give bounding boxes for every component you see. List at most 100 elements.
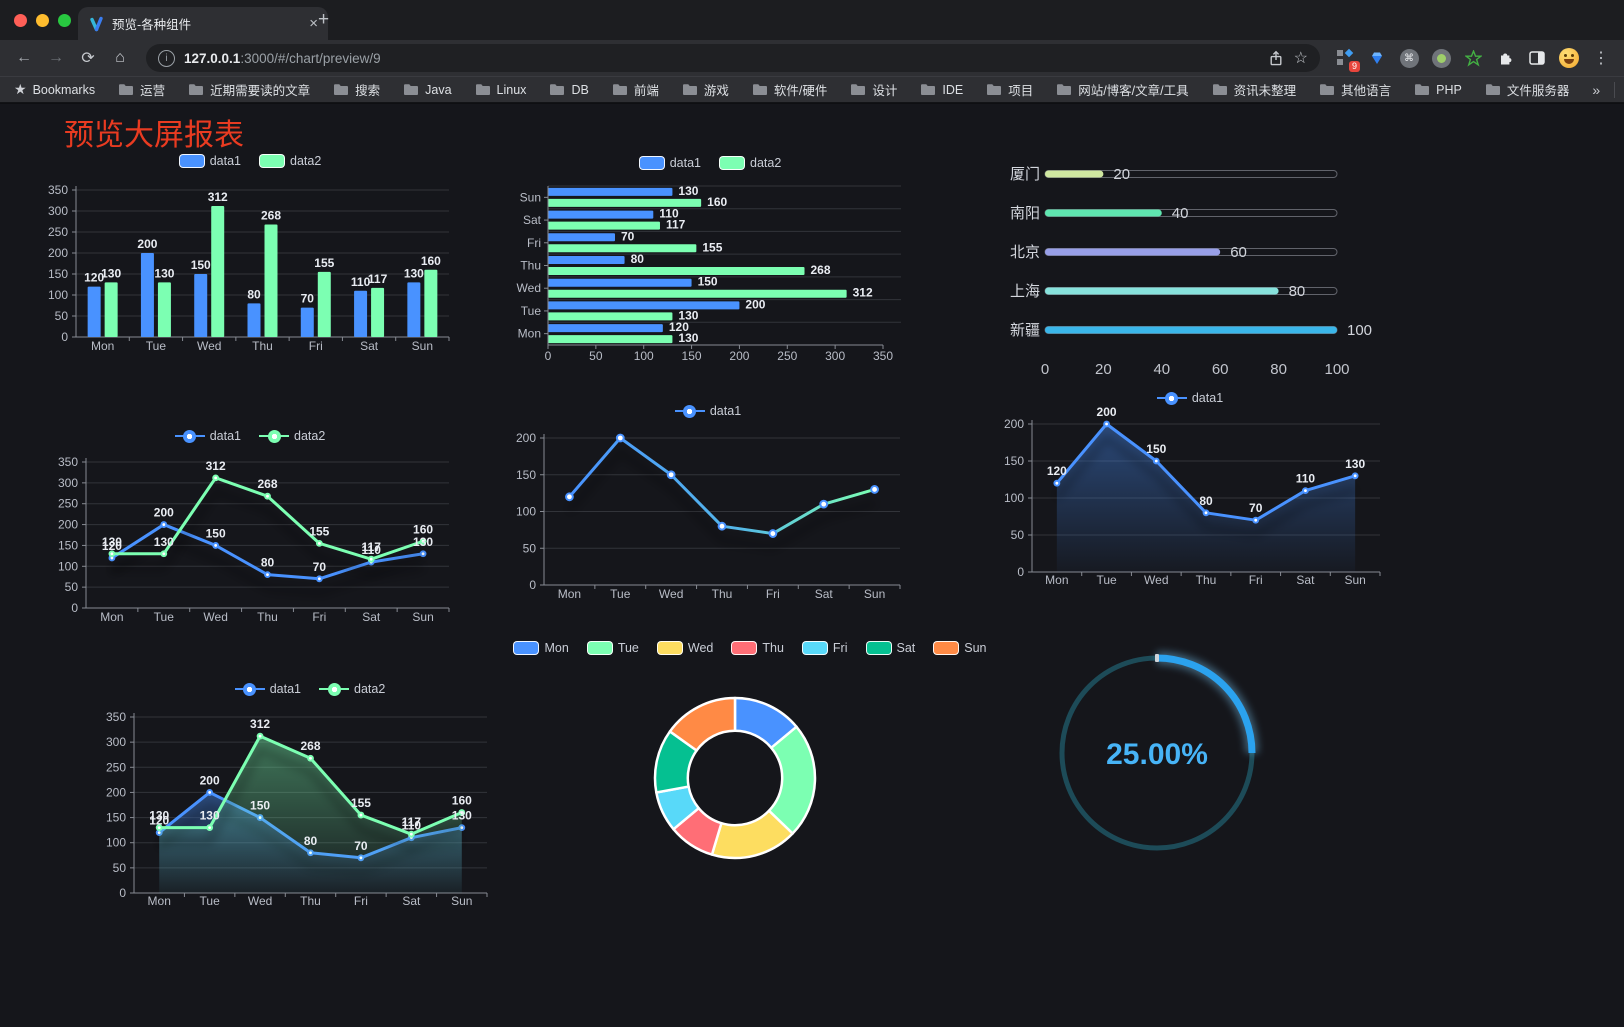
new-tab-button[interactable]: + xyxy=(318,9,330,30)
legend-item[interactable]: data2 xyxy=(719,156,781,170)
svg-text:厦门: 厦门 xyxy=(1010,166,1040,183)
legend-item[interactable]: data1 xyxy=(1156,391,1223,405)
legend-swatch xyxy=(731,641,758,655)
legend-item[interactable]: Sun xyxy=(933,641,987,655)
svg-text:Fri: Fri xyxy=(1249,573,1263,587)
folder-icon xyxy=(920,83,936,96)
bookmark-item[interactable]: 文件服务器 xyxy=(1485,80,1569,99)
svg-text:Thu: Thu xyxy=(252,339,273,353)
bookmark-item[interactable]: Java xyxy=(403,83,452,97)
svg-text:上海: 上海 xyxy=(1010,283,1040,300)
svg-text:250: 250 xyxy=(48,225,68,239)
svg-text:250: 250 xyxy=(58,497,78,511)
svg-text:155: 155 xyxy=(314,256,334,270)
bookmark-item[interactable]: 项目 xyxy=(986,80,1033,99)
svg-text:50: 50 xyxy=(55,309,69,323)
bookmark-item[interactable]: 游戏 xyxy=(682,80,729,99)
share-icon[interactable] xyxy=(1268,50,1284,67)
bookmarks-root[interactable]: ★ Bookmarks xyxy=(14,81,96,97)
chart-line-grouped: 0 50 100 150 200 250 300 350 Mon Tue Wed Thu Fri Sat S… xyxy=(40,422,460,640)
url-text[interactable]: 127.0.0.1:3000/#/chart/preview/9 xyxy=(184,50,381,66)
sidebar-toggle-icon[interactable] xyxy=(1524,44,1550,72)
svg-text:117: 117 xyxy=(666,218,686,232)
legend-item[interactable]: data2 xyxy=(259,429,325,443)
forward-icon[interactable]: → xyxy=(48,49,64,66)
legend-item[interactable]: data2 xyxy=(259,154,321,168)
svg-text:70: 70 xyxy=(313,560,327,574)
minimize-window-button[interactable] xyxy=(36,14,49,27)
legend-item[interactable]: data2 xyxy=(319,682,385,696)
svg-text:Wed: Wed xyxy=(197,339,221,353)
legend-line-marker xyxy=(674,404,705,418)
extension-gem-icon[interactable] xyxy=(1364,44,1390,72)
svg-text:0: 0 xyxy=(1041,361,1049,378)
extensions-puzzle-icon[interactable] xyxy=(1492,44,1518,72)
svg-text:100: 100 xyxy=(58,559,78,573)
bookmark-item[interactable]: DB xyxy=(549,83,589,97)
svg-text:70: 70 xyxy=(621,229,635,243)
legend-line-marker xyxy=(259,429,289,443)
bookmark-item[interactable]: Linux xyxy=(475,83,526,97)
bookmark-item[interactable]: 前端 xyxy=(612,80,659,99)
reload-icon[interactable]: ⟳ xyxy=(81,50,95,67)
svg-text:130: 130 xyxy=(404,266,424,280)
bookmark-item[interactable]: IDE xyxy=(920,83,963,97)
chart-legend: data1 data2 xyxy=(40,429,460,443)
maximize-window-button[interactable] xyxy=(58,14,71,27)
legend-swatch xyxy=(513,641,540,655)
svg-text:117: 117 xyxy=(362,540,382,554)
bookmark-item[interactable]: 近期需要读的文章 xyxy=(188,80,310,99)
bookmark-item[interactable]: 运营 xyxy=(118,80,165,99)
legend-item[interactable]: Fri xyxy=(801,641,848,655)
chart-legend: data1 data2 xyxy=(40,154,460,168)
window-controls[interactable] xyxy=(14,14,71,27)
profile-avatar[interactable] xyxy=(1556,44,1582,72)
address-bar[interactable]: i 127.0.0.1:3000/#/chart/preview/9 ☆ xyxy=(146,44,1320,72)
site-info-icon[interactable]: i xyxy=(158,49,175,67)
folder-icon xyxy=(333,83,349,96)
bookmark-item[interactable]: 搜索 xyxy=(333,80,380,99)
legend-item[interactable]: data1 xyxy=(234,682,301,696)
legend-item[interactable]: Thu xyxy=(731,641,784,655)
legend-item[interactable]: Tue xyxy=(586,641,639,655)
svg-text:160: 160 xyxy=(421,254,441,268)
legend-item[interactable]: Mon xyxy=(513,641,569,655)
svg-text:Sat: Sat xyxy=(815,587,834,601)
legend-item[interactable]: Wed xyxy=(656,641,713,655)
tab-close-icon[interactable]: × xyxy=(309,15,318,32)
chart-donut: Mon Tue Wed Thu Fri Sat Sun xyxy=(513,633,987,891)
home-icon[interactable]: ⌂ xyxy=(115,49,125,66)
legend-item[interactable]: data1 xyxy=(174,429,241,443)
folder-icon xyxy=(188,83,204,96)
legend-item[interactable]: Sat xyxy=(865,641,915,655)
svg-text:110: 110 xyxy=(659,207,679,221)
svg-text:268: 268 xyxy=(300,739,320,753)
legend-item[interactable]: data1 xyxy=(638,156,701,170)
extension-record-icon[interactable] xyxy=(1428,44,1454,72)
svg-text:南阳: 南阳 xyxy=(1010,205,1040,222)
legend-item[interactable]: data1 xyxy=(674,404,741,418)
bookmark-item[interactable]: 资讯未整理 xyxy=(1212,80,1296,99)
extension-star-icon[interactable] xyxy=(1460,44,1486,72)
bookmark-item[interactable]: 其他语言 xyxy=(1319,80,1391,99)
browser-toolbar: ← → ⟳ ⌂ i 127.0.0.1:3000/#/chart/preview… xyxy=(0,40,1624,76)
svg-text:117: 117 xyxy=(368,272,388,286)
svg-text:312: 312 xyxy=(250,717,270,731)
bookmark-item[interactable]: 设计 xyxy=(850,80,897,99)
back-icon[interactable]: ← xyxy=(16,49,32,66)
bookmark-star-icon[interactable]: ☆ xyxy=(1293,50,1308,67)
browser-tab[interactable]: 预览-各种组件 × xyxy=(78,7,328,40)
extension-grid-icon[interactable]: 9 xyxy=(1332,44,1360,72)
svg-text:Mon: Mon xyxy=(148,894,171,908)
folder-icon xyxy=(986,83,1002,96)
legend-item[interactable]: data1 xyxy=(178,154,241,168)
close-window-button[interactable] xyxy=(14,14,27,27)
svg-text:150: 150 xyxy=(1004,454,1024,468)
extension-command-icon[interactable]: ⌘ xyxy=(1396,44,1422,72)
bookmarks-overflow-icon[interactable]: » xyxy=(1592,81,1601,98)
browser-menu-icon[interactable]: ⋮ xyxy=(1593,50,1609,67)
bookmark-item[interactable]: 软件/硬件 xyxy=(752,80,827,99)
svg-text:300: 300 xyxy=(48,204,68,218)
bookmark-item[interactable]: PHP xyxy=(1414,83,1462,97)
bookmark-item[interactable]: 网站/博客/文章/工具 xyxy=(1056,80,1189,99)
